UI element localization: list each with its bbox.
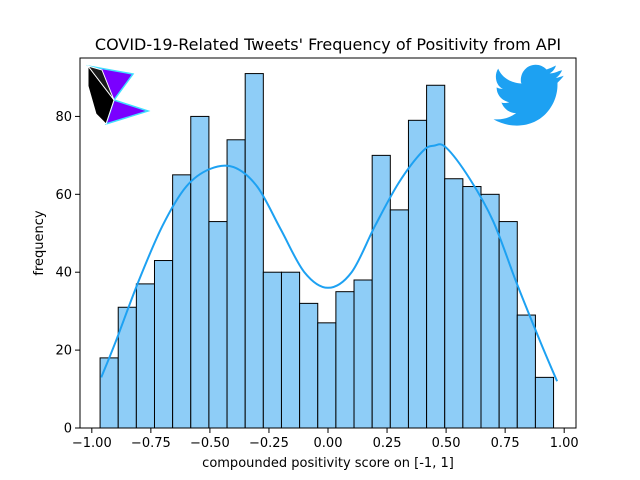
x-tick-label: −1.00 (72, 436, 112, 451)
histogram-bar (299, 302, 319, 429)
histogram-bar (172, 174, 192, 429)
histogram-bar (389, 209, 409, 429)
x-tick-label: −0.50 (190, 436, 230, 451)
y-axis-ticks: 0 20 40 60 80 (55, 110, 80, 437)
x-tick-label: 0.00 (314, 436, 343, 451)
histogram-bars (99, 73, 555, 429)
twitter-bird-logo (493, 64, 564, 126)
chart-title: COVID-19-Related Tweets' Frequency of Po… (95, 35, 561, 54)
histogram-bar (280, 271, 301, 429)
histogram-bar (153, 260, 174, 429)
histogram-bar (353, 279, 373, 429)
x-axis-ticks: −1.00 −0.75 −0.50 −0.25 0.00 0.25 0.50 0.75 1.00 (72, 428, 579, 451)
histogram-bar (426, 84, 446, 429)
y-tick-label: 60 (55, 188, 72, 203)
feather-logo (86, 64, 151, 126)
histogram-bar (226, 139, 246, 429)
histogram-bar (444, 178, 464, 429)
x-tick-label: 0.75 (491, 436, 520, 451)
y-tick-label: 40 (55, 266, 72, 281)
histogram-bar (335, 291, 355, 429)
x-tick-label: 1.00 (550, 436, 579, 451)
histogram-bar (99, 357, 119, 429)
histogram-bar (534, 376, 555, 429)
y-tick-label: 0 (64, 422, 72, 437)
histogram-bar (462, 186, 482, 429)
x-axis-label: compounded positivity score on [-1, 1] (202, 456, 454, 471)
histogram-bar (208, 221, 228, 429)
histogram-bar (371, 154, 391, 429)
x-tick-label: −0.25 (249, 436, 289, 451)
y-tick-label: 80 (55, 110, 72, 125)
histogram-bar (244, 73, 264, 429)
y-tick-label: 20 (55, 344, 72, 359)
histogram-bar (317, 322, 337, 429)
x-tick-label: 0.50 (432, 436, 461, 451)
histogram-bar (262, 271, 282, 429)
x-tick-label: 0.25 (373, 436, 402, 451)
histogram-bar (498, 221, 518, 429)
histogram-bar (190, 115, 210, 429)
histogram-bar (135, 283, 155, 429)
histogram-bar (516, 314, 536, 429)
kde-curve (100, 143, 559, 382)
y-axis-label: frequency (32, 210, 47, 276)
x-tick-label: −0.75 (131, 436, 171, 451)
